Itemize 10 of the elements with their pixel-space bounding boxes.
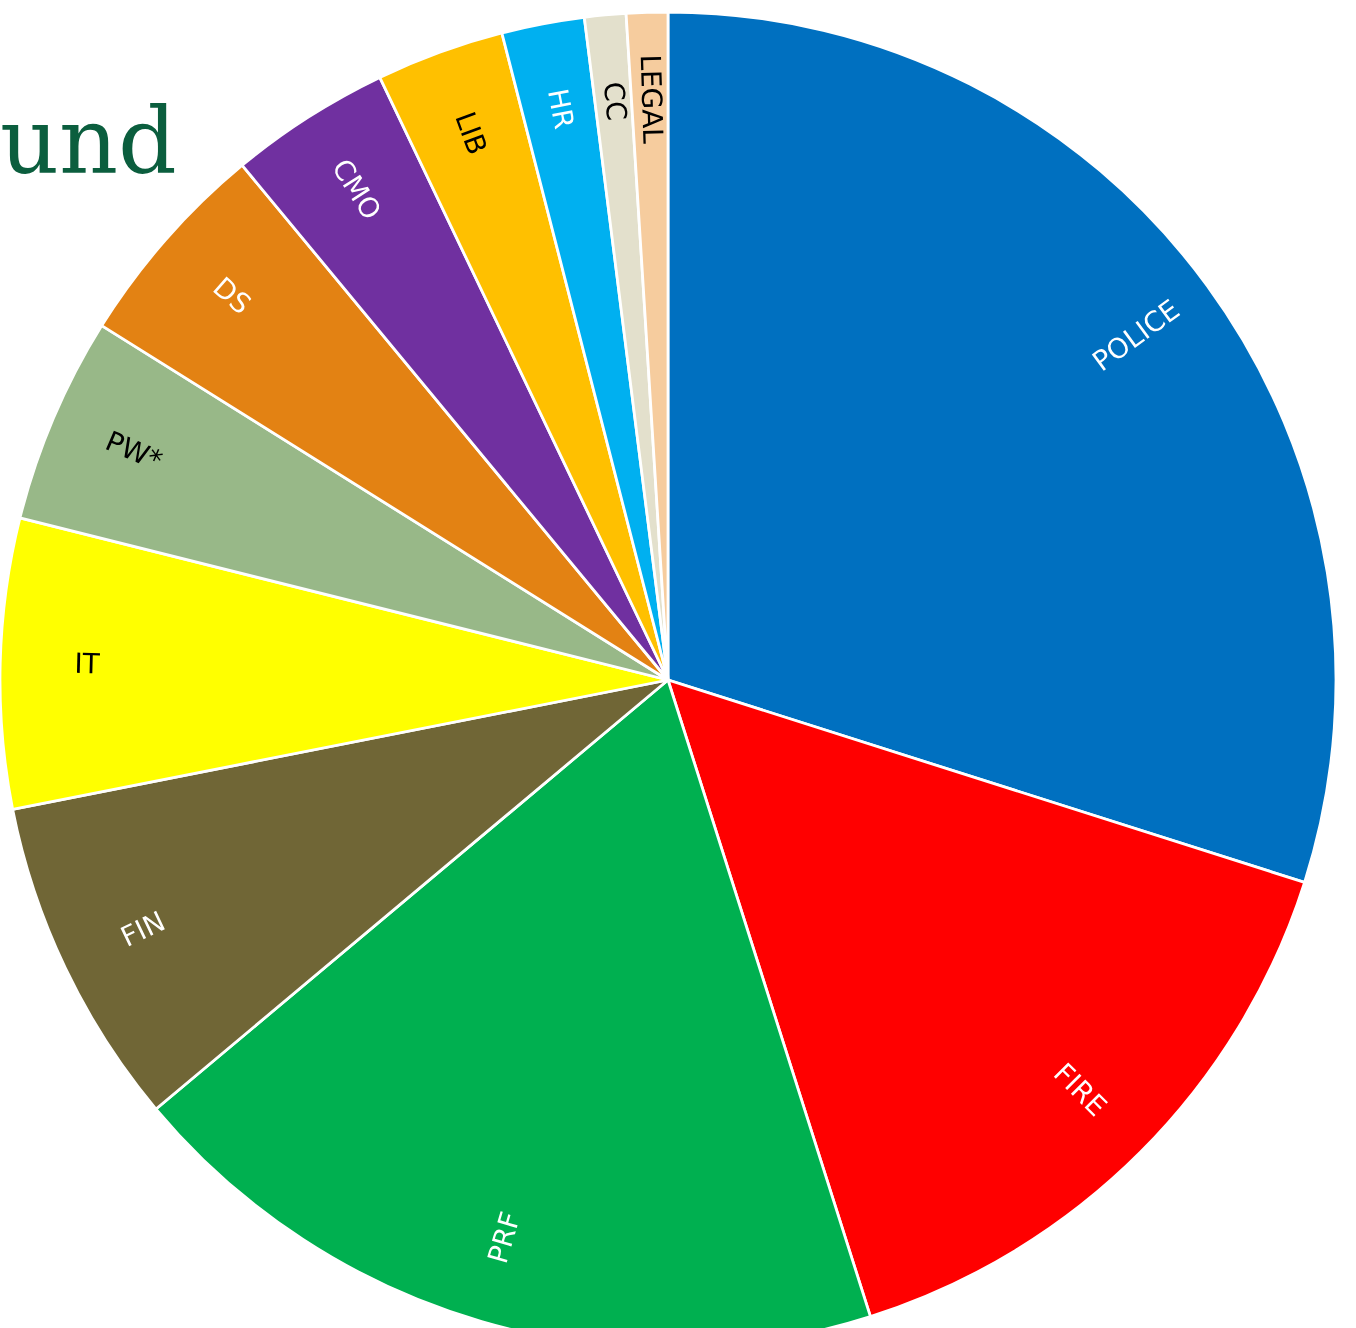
slice-label: CC (603, 82, 628, 120)
slice-label: FIN (120, 910, 165, 947)
slice-label: PW* (105, 430, 165, 471)
slice-label: IT (76, 652, 100, 674)
slice-label: PRF (487, 1211, 521, 1263)
slice-label: DS (212, 276, 253, 315)
slice-label: LEGAL (640, 56, 665, 144)
text: und (2, 102, 175, 174)
slice-label: HR (548, 89, 576, 130)
slice-label: LIB (455, 112, 488, 155)
